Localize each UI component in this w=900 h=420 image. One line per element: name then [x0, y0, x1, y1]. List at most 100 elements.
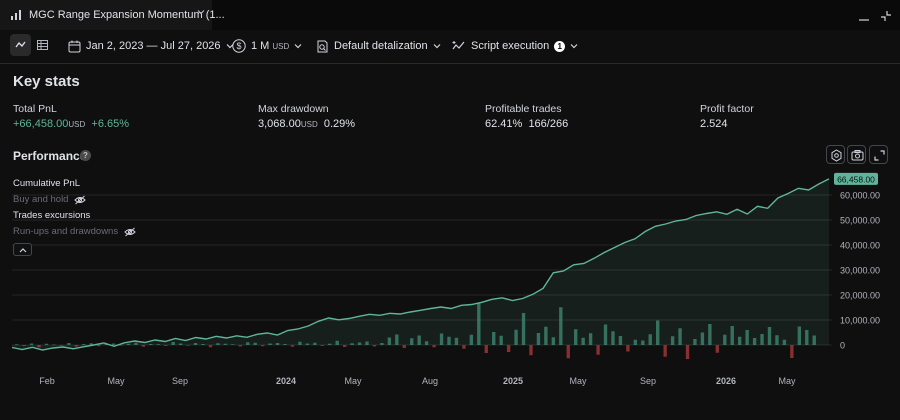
- trade-bar: [96, 345, 101, 347]
- trade-bar: [663, 345, 667, 357]
- trade-bar: [342, 345, 347, 347]
- detalization-selector[interactable]: Default detalization: [316, 38, 441, 54]
- trade-bar: [365, 341, 369, 345]
- legend-buy-and-hold[interactable]: Buy and hold: [13, 194, 87, 205]
- trade-bar: [119, 345, 123, 346]
- y-tick-label: 40,000.00: [840, 241, 880, 251]
- y-tick-label: 50,000.00: [840, 216, 880, 226]
- capital-selector[interactable]: $ 1 M USD: [232, 38, 302, 54]
- snapshot-button[interactable]: [847, 145, 866, 164]
- trade-bar: [656, 320, 660, 345]
- expand-icon: [874, 150, 885, 161]
- cumulative-pnl-line: [11, 178, 830, 351]
- trade-bar: [37, 345, 41, 348]
- trade-bar: [44, 343, 49, 345]
- trade-bar: [178, 343, 183, 345]
- script-execution-selector[interactable]: Script execution 1: [452, 38, 578, 54]
- minimize-icon[interactable]: [858, 10, 870, 22]
- strategy-tab[interactable]: MGC Range Expansion Momentum (1...: [0, 0, 225, 30]
- trade-bar: [231, 344, 235, 345]
- toolbar-divider: [0, 63, 900, 64]
- trade-bar: [693, 339, 697, 345]
- trade-bar: [111, 343, 116, 345]
- trade-bar: [454, 337, 459, 345]
- dollar-icon: $: [232, 39, 246, 53]
- settings-button[interactable]: [826, 145, 845, 164]
- x-tick-label: May: [107, 376, 125, 386]
- script-execution-label: Script execution: [471, 40, 550, 52]
- settings-hexagon-icon: [831, 149, 842, 162]
- trade-bar: [514, 329, 518, 345]
- trade-bar: [752, 338, 757, 345]
- trade-bar: [767, 327, 772, 345]
- trade-bar: [648, 334, 652, 345]
- x-tick-label: Feb: [39, 376, 55, 386]
- y-tick-label: 30,000.00: [840, 266, 880, 276]
- trade-bar: [320, 345, 324, 346]
- profit-factor-value: 2.524: [700, 118, 728, 130]
- trade-bar: [15, 344, 19, 345]
- trade-bar: [201, 344, 205, 345]
- trade-bar: [253, 342, 257, 345]
- trade-bar: [164, 345, 168, 346]
- trade-bar: [171, 342, 175, 345]
- chevron-down-icon: [570, 44, 578, 49]
- trade-bar: [290, 345, 295, 347]
- help-icon[interactable]: ?: [80, 150, 91, 161]
- line-chart-icon: [15, 41, 26, 48]
- trade-bar: [260, 345, 265, 347]
- legend-trades-excursions[interactable]: Trades excursions: [13, 210, 90, 221]
- max-drawdown-pct: 0.29%: [323, 118, 356, 130]
- trade-bar: [536, 333, 541, 345]
- trade-bar: [67, 343, 71, 345]
- view-toggle: [10, 34, 54, 56]
- chevron-down-icon[interactable]: [197, 8, 205, 16]
- trade-bar: [477, 302, 481, 345]
- legend-run-ups-drawdowns[interactable]: Run-ups and drawdowns: [13, 226, 136, 237]
- total-pnl-amount: +66,458.00: [13, 118, 69, 130]
- capital-unit: USD: [272, 42, 290, 51]
- legend-buy-hold-label: Buy and hold: [13, 194, 69, 205]
- legend-cumulative-label: Cumulative PnL: [13, 178, 81, 189]
- x-tick-label: 2024: [276, 376, 296, 386]
- legend-cumulative-pnl[interactable]: Cumulative PnL: [13, 178, 80, 189]
- y-tick-label: 20,000.00: [840, 291, 880, 301]
- x-tick-label: May: [344, 376, 362, 386]
- chart-view-button[interactable]: [10, 34, 31, 56]
- trade-bar: [685, 345, 690, 359]
- trade-bar: [544, 326, 548, 345]
- collapse-legend-button[interactable]: [13, 243, 32, 256]
- svg-text:$: $: [236, 41, 241, 51]
- date-range-selector[interactable]: Jan 2, 2023 — Jul 27, 2026: [68, 38, 234, 54]
- trade-bar: [372, 345, 377, 347]
- fullscreen-button[interactable]: [869, 145, 888, 164]
- eye-crossed-icon[interactable]: [74, 195, 87, 205]
- restore-icon[interactable]: [880, 10, 892, 22]
- x-tick-label: Sep: [172, 376, 188, 386]
- max-drawdown-amount: 3,068.00: [258, 118, 301, 130]
- trade-bar: [670, 336, 675, 345]
- last-value-label: 66,458.00: [837, 174, 875, 184]
- trade-bar: [439, 333, 444, 345]
- max-drawdown-value: 3,068.00USD 0.29%: [258, 118, 355, 130]
- trade-bar: [596, 345, 600, 355]
- trade-bar: [626, 345, 630, 352]
- eye-crossed-icon[interactable]: [124, 227, 136, 237]
- trade-bar: [298, 341, 302, 345]
- profit-factor-label: Profit factor: [700, 103, 754, 115]
- trade-bar: [238, 345, 242, 347]
- detalization-label: Default detalization: [334, 40, 428, 52]
- trade-bar: [700, 332, 705, 345]
- trade-bar: [559, 307, 563, 345]
- trade-bar: [745, 330, 749, 345]
- script-execution-icon: [452, 40, 465, 49]
- trade-bar: [805, 330, 809, 345]
- trade-bar: [462, 345, 466, 349]
- max-drawdown-unit: USD: [300, 120, 318, 129]
- trade-bar: [74, 345, 78, 347]
- table-view-button[interactable]: [32, 34, 53, 56]
- trade-bar: [730, 326, 734, 345]
- camera-icon: [851, 150, 864, 161]
- trade-bar: [611, 331, 615, 345]
- trade-bar: [678, 328, 682, 345]
